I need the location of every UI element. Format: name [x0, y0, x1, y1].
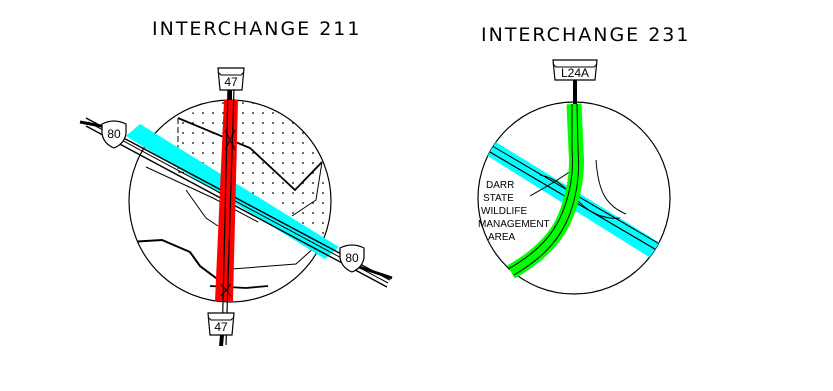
area-label-line-3: WILDLIFE: [481, 206, 527, 217]
svg-text:L24A: L24A: [561, 66, 589, 80]
interchange-231-diagram: L24A DARR STATE WILDLIFE MANAGEMENT AREA: [477, 59, 671, 295]
stippled-area: [178, 100, 331, 247]
local-road: [177, 117, 323, 192]
route-47-south-shield: 47: [207, 312, 235, 336]
area-label-line-5: AREA: [488, 232, 516, 243]
interchange-211-title: INTERCHANGE 211: [152, 18, 362, 40]
area-label-line-2: STATE: [483, 193, 514, 204]
route-l24a: [507, 80, 580, 276]
boundary-line: [129, 238, 233, 291]
interstate-80-west-shield: 80: [101, 120, 127, 149]
interstate-80: [79, 117, 393, 288]
svg-text:47: 47: [214, 320, 228, 334]
svg-text:80: 80: [345, 251, 359, 265]
interstate-80-east-shield: 80: [339, 244, 365, 273]
route-47-north-shield: 47: [217, 67, 245, 91]
area-label-line-4: MANAGEMENT: [478, 219, 550, 230]
svg-text:80: 80: [107, 127, 121, 141]
route-l24a-shield: L24A: [552, 59, 598, 81]
area-label-line-1: DARR: [486, 180, 514, 191]
route-47: [219, 87, 236, 347]
interchange-231-title: INTERCHANGE 231: [481, 24, 691, 46]
svg-text:47: 47: [224, 75, 238, 89]
interchange-211-diagram: 47 47 80 80: [79, 67, 393, 347]
route-l24a-highlight: [507, 103, 584, 279]
